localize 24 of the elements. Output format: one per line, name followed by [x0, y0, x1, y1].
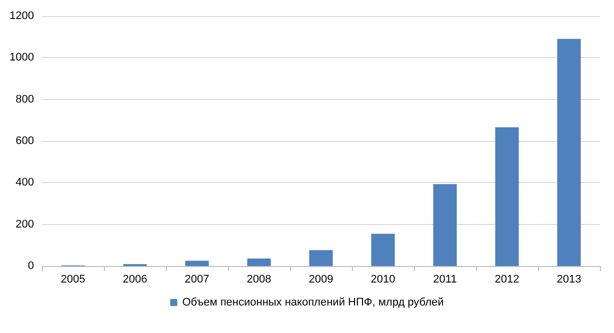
x-tick-label: 2010: [370, 274, 396, 286]
bar: [495, 127, 519, 266]
y-tick-label: 1200: [10, 10, 34, 22]
bar: [557, 38, 581, 266]
x-tick-label: 2007: [184, 274, 210, 286]
y-tick-label: 0: [28, 260, 34, 272]
legend-label: Объем пенсионных накоплений НПФ, млрд рублей: [182, 296, 444, 308]
x-tick-label: 2005: [60, 274, 86, 286]
y-tick-label: 400: [16, 176, 34, 189]
bar: [185, 260, 209, 266]
x-tick-label: 2008: [246, 274, 272, 286]
y-tick-label: 600: [16, 135, 34, 147]
bar: [433, 184, 457, 266]
bar: [247, 258, 271, 266]
x-tick-label: 2011: [433, 274, 457, 286]
y-tick-label: 200: [16, 218, 34, 230]
x-tick-label: 2009: [308, 274, 334, 286]
bar: [371, 234, 395, 266]
x-tick-label: 2006: [122, 274, 148, 286]
y-tick-label: 1000: [10, 52, 34, 64]
x-tick-label: 2013: [556, 274, 582, 286]
x-tick-label: 2012: [494, 274, 520, 286]
bar: [309, 250, 333, 266]
y-tick-label: 800: [16, 93, 34, 106]
